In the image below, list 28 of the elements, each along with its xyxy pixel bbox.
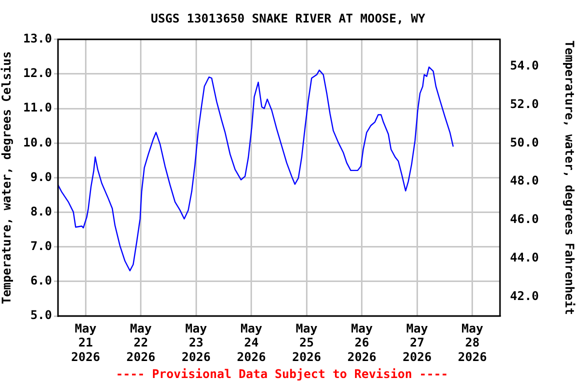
y2-tick-label: 46.0 [510,212,539,226]
x-tick-label: May 27 2026 [402,321,432,364]
y-tick-label: 13.0 [23,32,52,46]
y2-tick-label: 48.0 [510,174,539,188]
y2-tick-label: 52.0 [510,96,539,111]
y2-tick-label: 42.0 [510,288,539,303]
text: ---- Provisional Data Subject to Revision ---- [116,367,448,382]
y-tick-label: 7.0 [30,238,52,253]
x-tick-label: May 26 2026 [347,321,376,364]
x-tick-label: May 23 2026 [182,321,211,364]
chart-title: USGS 13013650 SNAKE RIVER AT MOOSE, WY [150,11,426,26]
y-tick-label: 5.0 [30,308,52,322]
y-tick-label: 12.0 [23,66,52,80]
y2-axis-title: Temperature, water, degrees Fahrenheit [562,40,576,315]
y-axis-title: Temperature, water, degrees Celsius [0,51,14,304]
x-tick-label: May 25 2026 [292,321,322,364]
x-tick-label: May 28 2026 [458,321,487,364]
x-tick-label: May 21 2026 [71,321,100,364]
y-tick-label: 11.0 [23,100,52,115]
y-tick-label: 8.0 [30,204,52,218]
y-tick-label: 6.0 [30,274,52,288]
y-tick-label: 9.0 [30,170,52,184]
y2-tick-label: 54.0 [510,58,539,72]
y-tick-label: 10.0 [23,135,52,150]
y2-tick-label: 44.0 [510,250,539,264]
x-tick-label: May 22 2026 [126,321,156,364]
y2-tick-label: 50.0 [510,135,539,150]
x-tick-label: May 24 2026 [236,321,266,364]
